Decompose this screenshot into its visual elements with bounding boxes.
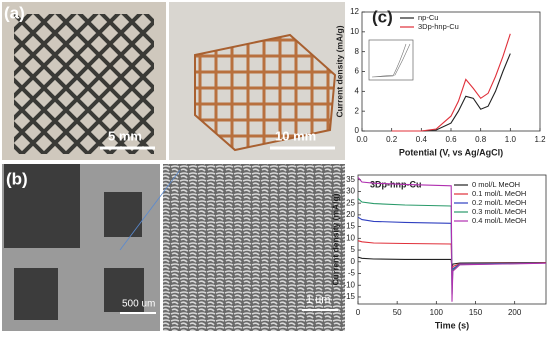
x-tick-label: 150 [469,308,483,317]
y-tick-label: -10 [343,280,355,289]
panel-label: (c) [372,7,393,26]
legend-label: 0.4 mol/L MeOH [472,216,526,225]
y-tick-label: 30 [346,187,355,196]
x-tick-label: 200 [508,308,522,317]
x-axis-label: Time (s) [435,320,469,330]
y-tick-label: 20 [346,210,355,219]
x-tick-label: 100 [430,308,444,317]
legend-label: 0 mol/L MeOH [472,180,520,189]
legend-label: 0.1 mol/L MeOH [472,189,526,198]
scale-label: 1 um [306,294,330,306]
panel-label: (b) [6,169,28,188]
sem-image-high [163,164,345,331]
y-tick-label: 2 [355,106,360,115]
x-tick-label: 1.2 [534,135,546,144]
scale-label: 500 um [122,299,155,310]
y-tick-label: 10 [346,233,355,242]
y-axis-label: Current density (mA/g) [330,193,340,285]
y-tick-label: 12 [350,7,359,16]
legend-label: 0.3 mol/L MeOH [472,207,526,216]
data-line [391,33,511,132]
x-tick-label: 1.0 [505,135,517,144]
x-axis-label: Potential (V, vs Ag/AgCl) [399,147,503,157]
data-line [391,53,511,132]
data-line [357,176,547,302]
x-tick-label: 0.0 [356,135,368,144]
scale-label: 5 mm [108,128,142,143]
legend-label: 3Dp-hnp-Cu [418,22,459,31]
scale-label: 10 mm [275,128,316,143]
photo-lattice-copper [169,2,345,160]
x-tick-label: 0.6 [445,135,457,144]
y-axis-label: Current density (mA/g) [334,25,344,117]
x-tick-label: 50 [393,308,402,317]
x-tick-label: 0.2 [386,135,398,144]
sem-image-low [2,164,160,331]
y-tick-label: 8 [355,47,360,56]
y-tick-label: 25 [346,198,355,207]
y-tick-label: 0 [351,257,356,266]
zoom-line [119,169,181,251]
legend-label: 0.2 mol/L MeOH [472,198,526,207]
y-tick-label: -5 [348,269,356,278]
y-tick-label: -15 [343,292,355,301]
plot-frame [357,174,547,305]
y-tick-label: 10 [350,27,359,36]
panel-label: (a) [4,3,25,22]
x-tick-label: 0.4 [416,135,428,144]
y-tick-label: 6 [355,67,360,76]
y-tick-label: 5 [351,245,356,254]
inset-curves [371,43,411,78]
photo-lattice-dark [2,2,166,160]
y-tick-label: 0 [355,126,360,135]
legend-label: np-Cu [418,13,438,22]
y-tick-label: 35 [346,175,355,184]
x-tick-label: 0.8 [475,135,487,144]
x-tick-label: 0 [356,308,361,317]
inset-frame [368,39,414,81]
y-tick-label: 4 [355,86,360,95]
y-tick-label: 15 [346,222,355,231]
